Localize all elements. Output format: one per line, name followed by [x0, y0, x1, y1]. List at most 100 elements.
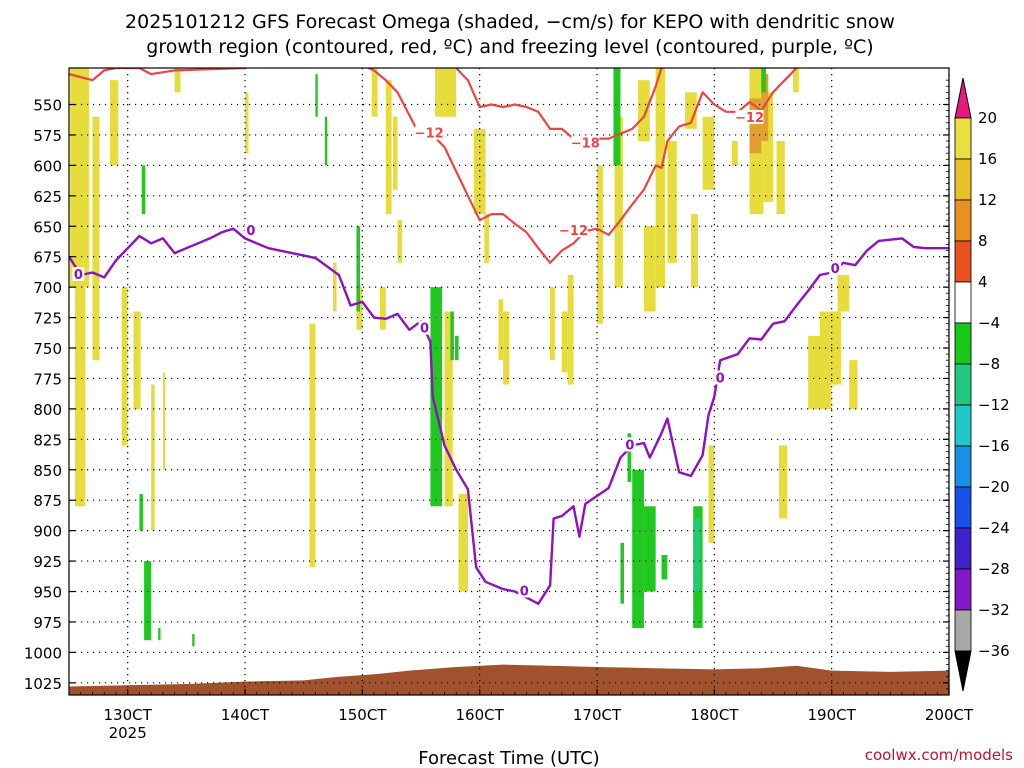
credit-text: coolwx.com/models: [865, 746, 1013, 764]
omega-rising-region: [162, 372, 166, 470]
omega-rising-region: [74, 287, 86, 507]
omega-sinking-region: [643, 506, 656, 592]
omega-rising-region: [174, 68, 181, 93]
omega-rising-region: [133, 311, 141, 409]
omega-rising-region: [819, 311, 842, 385]
contour-label-bg: [714, 370, 727, 385]
x-axis-label: Forecast Time (UTC): [418, 748, 599, 768]
colorbar-label: 20: [978, 109, 997, 127]
omega-strong-sinking-region: [694, 518, 701, 592]
plot-area: [69, 68, 949, 695]
dgz-contour-minus18: [455, 68, 663, 147]
y-tick-label: 625: [33, 188, 62, 206]
x-tick-label: 160CT: [456, 706, 505, 724]
omega-rising-region: [667, 141, 677, 263]
omega-rising-region: [561, 311, 568, 373]
freezing-level-contour: [69, 227, 949, 605]
y-tick-label: 550: [33, 97, 62, 115]
omega-sinking-region: [141, 165, 146, 215]
omega-rising-region: [110, 80, 119, 166]
omega-rising-region: [435, 68, 457, 117]
colorbar-swatch: [954, 281, 972, 324]
omega-rising-region: [444, 311, 453, 507]
x-tick-label: 180CT: [690, 706, 739, 724]
omega-rising-region: [309, 323, 316, 568]
omega-rising-region: [385, 80, 392, 215]
x-tick-label: 150CT: [338, 706, 387, 724]
omega-rising-region: [778, 445, 788, 519]
colorbar-bottom-arrow: [954, 650, 972, 692]
colorbar-swatch: [954, 117, 972, 160]
colorbar-top-arrow: [954, 77, 972, 119]
y-tick-label: 1000: [24, 644, 62, 662]
contour-label: −12: [559, 224, 588, 239]
omega-rising-region: [837, 274, 850, 312]
colorbar-label: 16: [978, 150, 997, 168]
chart-title-line1: 2025101212 GFS Forecast Omega (shaded, −…: [125, 11, 895, 33]
contour-label-bg: [518, 583, 531, 598]
terrain-fill: [69, 664, 949, 695]
y-tick-label: 900: [33, 523, 62, 541]
omega-rising-region: [702, 116, 715, 190]
contour-label-bg: [829, 260, 842, 275]
y-tick-label: 975: [33, 614, 62, 632]
omega-rising-region: [498, 299, 504, 361]
contour-label-bg: [559, 223, 588, 238]
omega-rising-region: [392, 116, 398, 190]
omega-rising-region: [849, 360, 858, 409]
colorbar-label: −20: [978, 478, 1010, 496]
omega-rising-region: [503, 311, 509, 385]
omega-rising-region: [245, 92, 249, 154]
omega-strong-rising-region: [749, 98, 762, 154]
omega-rising-region: [458, 494, 468, 592]
colorbar-swatch: [954, 445, 972, 488]
omega-sinking-region: [144, 561, 152, 641]
plot-frame: [68, 67, 950, 696]
contour-label-bg: [244, 223, 257, 238]
contour-label: −12: [415, 127, 444, 142]
y-tick-label: 825: [33, 431, 62, 449]
y-tick-label: 675: [33, 249, 62, 267]
y-tick-label: 1025: [24, 675, 62, 693]
contour-label: 0: [831, 262, 840, 277]
omega-sinking-region: [620, 542, 624, 604]
omega-sinking-region: [627, 433, 632, 482]
colorbar-label: −12: [978, 396, 1010, 414]
x-tick-label: 190CT: [808, 706, 857, 724]
omega-sinking-region: [192, 634, 195, 647]
dgz-contour-upper: [69, 68, 246, 82]
contour-labels: 0 0 0 0 0 0 0 −12 −12 −12 −18: [72, 109, 842, 600]
omega-sinking-region: [356, 226, 360, 312]
contour-label: −18: [571, 136, 600, 151]
omega-sinking-region: [761, 68, 766, 93]
x-tick-label: 140CT: [221, 706, 270, 724]
omega-sinking-region: [139, 494, 143, 531]
omega-sinking-region: [613, 68, 621, 166]
y-tick-label: 775: [33, 370, 62, 388]
omega-rising-region: [484, 214, 490, 263]
y-tick-label: 850: [33, 462, 62, 480]
omega-rising-region: [597, 165, 603, 324]
contour-label: 0: [246, 224, 255, 239]
omega-sinking-region: [315, 74, 318, 117]
colorbar-label: −28: [978, 560, 1010, 578]
contour-label-bg: [418, 320, 431, 335]
omega-sinking-region: [324, 116, 328, 166]
omega-rising-region: [708, 445, 715, 543]
omega-rising-region: [776, 141, 785, 215]
y-tick-label: 700: [33, 279, 62, 297]
colorbar-swatch: [954, 322, 972, 365]
omega-rising-region: [379, 287, 386, 330]
omega-rising-region: [638, 80, 650, 142]
omega-rising-region: [731, 141, 738, 166]
colorbar-label: −16: [978, 437, 1010, 455]
colorbar-swatch: [954, 158, 972, 201]
colorbar-swatch: [954, 199, 972, 242]
omega-rising-region: [690, 214, 698, 288]
contour-label-bg: [623, 437, 636, 452]
colorbar-label: −32: [978, 601, 1010, 619]
omega-rising-region: [685, 92, 697, 129]
contour-label-bg: [415, 125, 444, 140]
omega-sinking-region: [661, 554, 668, 580]
contour-label-bg: [735, 109, 764, 124]
